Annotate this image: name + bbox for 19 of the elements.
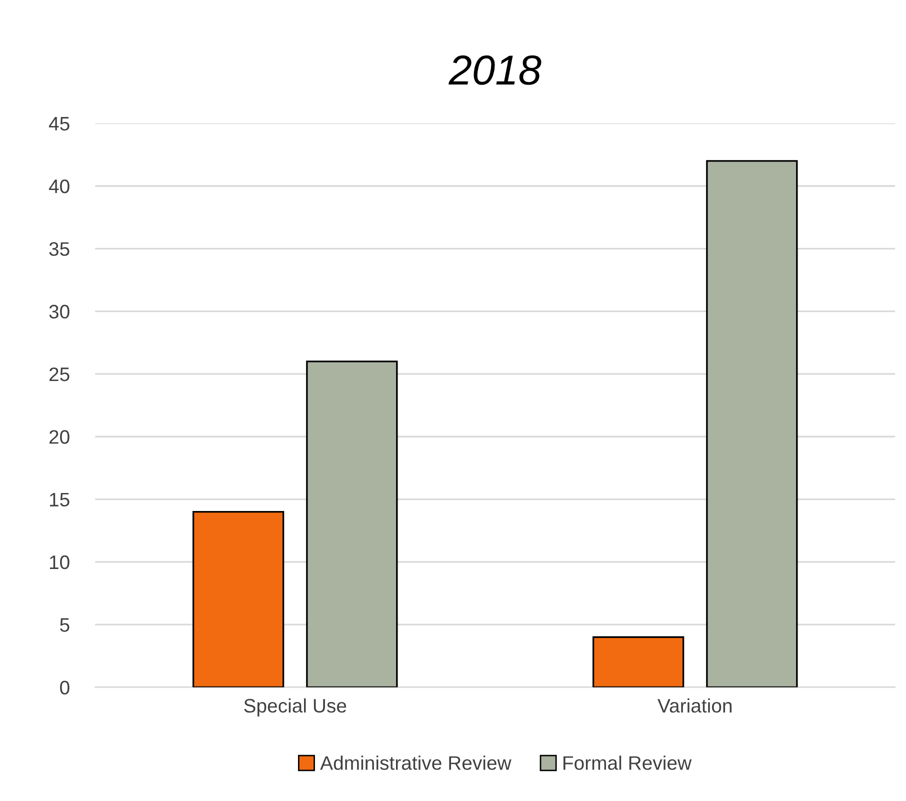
y-tick-label: 30 — [49, 304, 70, 319]
y-tick-label: 5 — [60, 618, 70, 632]
bar — [706, 160, 798, 688]
bar — [192, 510, 284, 688]
legend-label: Administrative Review — [320, 756, 512, 770]
y-tick-label: 40 — [48, 179, 70, 194]
y-tick-label: 15 — [50, 492, 70, 507]
x-tick-label: Special Use — [244, 698, 346, 716]
y-tick-label: 20 — [49, 430, 70, 444]
legend-label: Formal Review — [564, 756, 692, 770]
chart-title: 2018 — [448, 55, 542, 85]
x-tick-label: Variation — [658, 698, 732, 713]
bar — [592, 636, 684, 688]
y-tick-label: 25 — [49, 367, 70, 382]
y-tick-label: 10 — [50, 555, 70, 570]
bar — [306, 360, 398, 688]
y-tick-label: 35 — [49, 242, 70, 256]
y-tick-label: 45 — [48, 117, 70, 131]
y-tick-label: 0 — [60, 680, 70, 694]
